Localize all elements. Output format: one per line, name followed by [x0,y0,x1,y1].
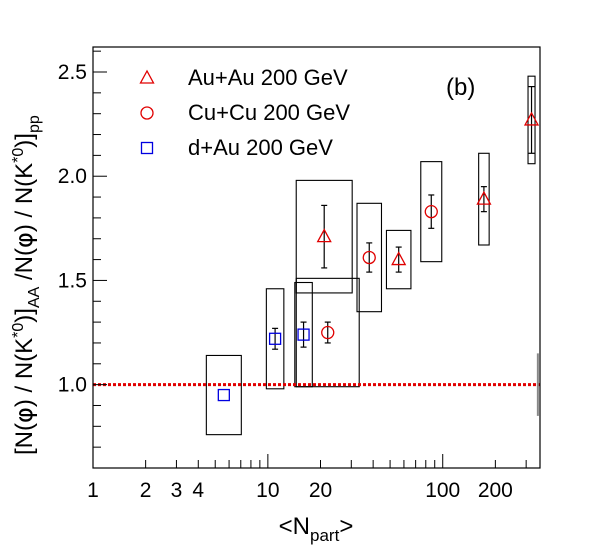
y-axis-title-part-8: ) / N(K [11,163,38,232]
marker-s0-p2 [476,190,492,205]
marker-s0-p1 [391,251,407,266]
marker-s1-p1 [362,250,376,265]
legend-marker-2 [140,141,154,155]
legend-marker-1 [140,106,154,120]
y-tick-label-3: 2.5 [58,61,87,84]
marker-s1-p2 [424,204,438,219]
marker-s2-p1 [268,332,282,345]
x-axis-ticks: 1 2 3 4 10 20 100 200 [87,454,527,502]
y-axis-title-part-0: [N( [11,423,38,455]
sys-box-s0-p0 [295,179,353,294]
sys-box-s2-p0 [205,354,242,436]
x-tick-label-0: 1 [87,479,99,502]
y-axis-title-part-4: )] [11,308,38,323]
legend: Au+Au 200 GeV Cu+Cu 200 GeV d+Au 200 GeV [139,65,350,160]
data-markers [217,111,540,402]
sys-box-s2-p2 [294,281,313,388]
x-axis-title-sub: part [310,526,340,545]
marker-s0-p0 [316,228,332,243]
marker-s0-p3 [523,111,540,126]
y-axis-title-phi-1: φ [10,407,38,423]
y-axis-title-part-10: )] [11,133,38,148]
y-tick-label-2: 2.0 [58,165,87,188]
sys-box-s1-p0 [295,277,360,388]
y-axis-ticks: 1.0 1.5 2.0 2.5 [58,50,107,448]
x-axis-title-close: > [339,513,353,540]
y-tick-label-0: 1.0 [58,374,87,397]
marker-s1-p0 [321,325,335,340]
sys-box-s2-p1 [265,288,285,390]
y-axis-title: [N(φ) / N(K*0)]AA /N(φ) / N(K*0)]pp [10,115,43,455]
y-axis-title-phi-7: φ [10,232,38,248]
legend-label-0: Au+Au 200 GeV [188,65,348,90]
y-tick-label-1: 1.5 [58,269,87,292]
legend-label-1: Cu+Cu 200 GeV [188,100,350,125]
y-axis-title-sup-9: *0 [10,148,27,163]
y-axis-title-sub-11: pp [26,115,43,133]
legend-marker-0 [139,69,155,84]
x-tick-label-1: 2 [140,479,152,502]
x-axis-title-main: <N [279,513,310,540]
sys-box-s0-p1 [385,229,412,290]
plot-frame [92,46,541,469]
sys-box-s1-p2 [420,161,443,263]
x-tick-label-7: 200 [478,479,513,502]
marker-s2-p2 [297,328,310,341]
x-tick-label-3: 4 [192,479,204,502]
x-axis-title: <Npart> [279,513,354,545]
panel-label: (b) [446,74,475,101]
sys-box-s0-p2 [478,152,490,246]
x-tick-label-5: 20 [309,479,332,502]
y-axis-title-part-2: ) / N(K [11,338,38,407]
legend-label-2: d+Au 200 GeV [188,135,333,160]
y-axis-title-sub-5: AA [26,286,43,308]
y-axis-title-sup-3: *0 [10,323,27,338]
x-tick-label-6: 100 [425,479,460,502]
marker-s2-p0 [217,388,230,402]
y-axis-title-part-6: /N( [11,248,38,287]
x-tick-label-4: 10 [256,479,279,502]
stat-error-bars [272,85,539,416]
systematic-boxes [205,75,536,436]
sys-box-s1-p1 [356,202,383,313]
x-tick-label-2: 3 [171,479,183,502]
